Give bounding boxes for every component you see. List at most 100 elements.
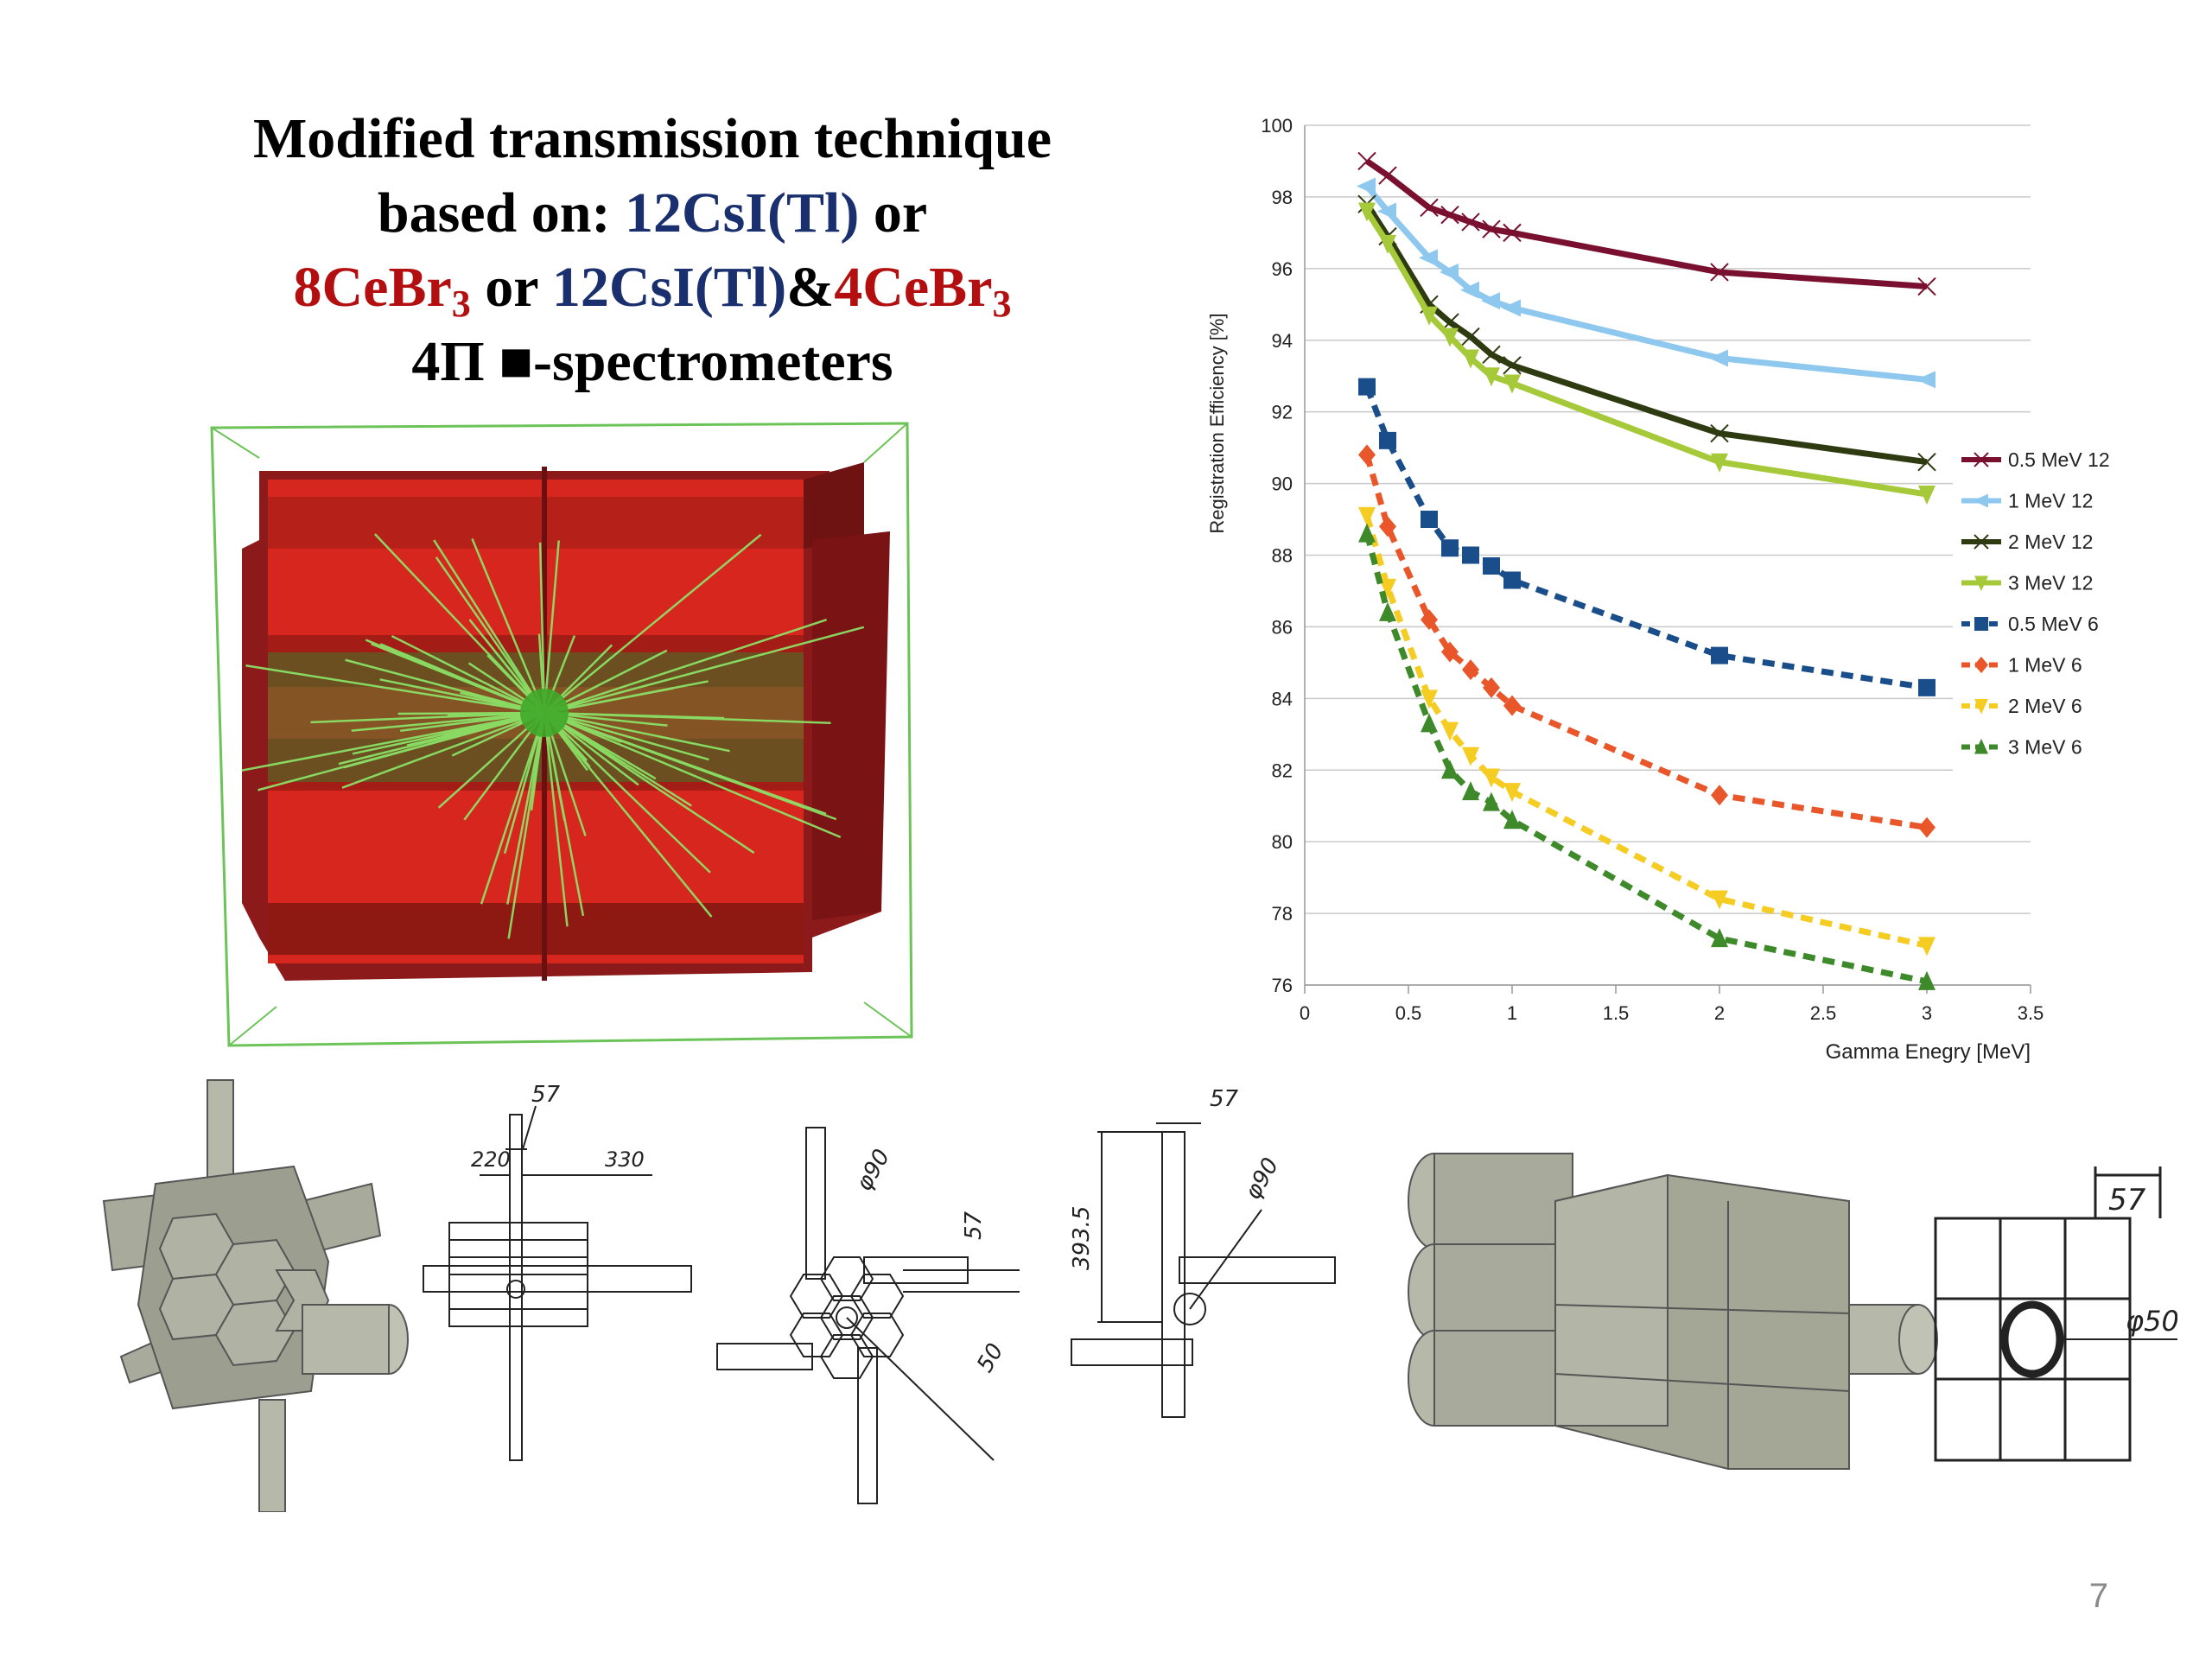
data-point	[1462, 781, 1479, 801]
series-3-mev-12	[1358, 202, 1936, 505]
data-point	[1358, 444, 1376, 466]
data-point	[1358, 523, 1376, 543]
data-point	[1378, 166, 1397, 185]
data-point	[1379, 578, 1396, 598]
legend-label: 2 MeV 6	[2008, 695, 2082, 717]
data-point	[1503, 783, 1521, 803]
y-tick-label: 88	[1272, 545, 1293, 567]
data-point	[1918, 678, 1936, 696]
data-point	[1711, 785, 1728, 806]
y-tick-label: 86	[1272, 616, 1293, 638]
data-point	[1462, 349, 1479, 369]
data-point	[1974, 738, 1988, 754]
data-point	[1461, 213, 1480, 232]
data-point	[1421, 306, 1438, 326]
particle-track	[543, 712, 711, 874]
data-point	[1460, 281, 1479, 299]
particle-track	[543, 619, 828, 715]
data-point	[1441, 641, 1459, 663]
particle-track	[538, 542, 546, 714]
dim-57-c: 57	[1210, 1086, 1239, 1112]
particle-track	[543, 540, 560, 714]
data-point	[1421, 511, 1438, 529]
chart-legend: 0.5 MeV 12 1 MeV 12 2 MeV 12 3 MeV 12 0.5 Me…	[1953, 434, 2126, 779]
x-tick-label: 1	[1507, 1002, 1517, 1024]
particle-track	[257, 711, 545, 791]
series-0-5-mev-6	[1358, 378, 1936, 696]
slide-title: Modified transmission technique based on…	[130, 102, 1175, 399]
data-point	[1461, 327, 1480, 346]
y-tick-label: 80	[1272, 831, 1293, 853]
data-point	[1379, 234, 1396, 254]
legend-label: 3 MeV 6	[2008, 736, 2082, 759]
title-text: 8CeBr	[293, 256, 452, 319]
particle-track	[480, 712, 546, 905]
data-point	[1709, 349, 1728, 367]
series-0-5-mev-12	[1357, 151, 1936, 296]
dim-phi90-b: φ90	[1240, 1154, 1284, 1205]
data-point	[1377, 202, 1396, 220]
data-point	[1421, 609, 1438, 631]
source-point	[520, 689, 569, 737]
x-tick-label: 2.5	[1810, 1002, 1837, 1024]
data-point	[1503, 695, 1521, 716]
subscript: 3	[451, 283, 471, 325]
data-point	[1441, 760, 1459, 779]
particle-track	[433, 539, 546, 714]
data-point	[1483, 677, 1500, 698]
subscript: 3	[992, 283, 1012, 325]
data-point	[1441, 721, 1459, 741]
data-point	[1711, 890, 1728, 910]
data-point	[1974, 656, 1988, 674]
x-tick-label: 1.5	[1603, 1002, 1630, 1024]
data-point	[1421, 713, 1438, 733]
data-point	[1420, 295, 1439, 314]
simulation-image	[210, 422, 913, 1047]
data-point	[1973, 493, 1988, 508]
particle-track	[365, 639, 545, 715]
y-tick-label: 96	[1272, 258, 1293, 280]
particle-track	[543, 711, 842, 839]
particle-track	[341, 711, 545, 789]
title-csi-2: 12CsI(Tl)	[551, 256, 787, 319]
data-point	[1918, 486, 1936, 505]
hex-front-view-drawing	[716, 1127, 1020, 1504]
particle-track	[543, 711, 730, 753]
side-view-drawing	[423, 1105, 692, 1461]
dim-220: 220	[471, 1147, 511, 1172]
data-point	[1441, 539, 1459, 557]
legend-label: 0.5 MeV 12	[2008, 448, 2110, 471]
particle-track	[543, 712, 569, 927]
data-point	[1711, 928, 1728, 948]
data-point	[1503, 223, 1522, 243]
particle-track	[435, 556, 546, 714]
particle-track	[543, 711, 831, 724]
dim-330: 330	[605, 1147, 645, 1172]
data-point	[1502, 299, 1521, 317]
detector-drawings: 57 220 330 φ90 57 50 393.5 57 φ90	[102, 1079, 2177, 1512]
chart-series	[1357, 151, 1936, 990]
title-text: based on:	[377, 181, 625, 245]
series-2-mev-6	[1358, 506, 1936, 957]
data-point	[1358, 378, 1376, 396]
dim-phi90-a: φ90	[851, 1145, 895, 1196]
data-point	[1481, 292, 1500, 310]
data-point	[1711, 453, 1728, 473]
x-tick-label: 0	[1300, 1002, 1310, 1024]
data-point	[1974, 617, 1988, 631]
data-point	[1357, 151, 1376, 171]
dim-57-a: 57	[531, 1082, 561, 1108]
data-point	[1503, 810, 1521, 830]
data-point	[1974, 534, 1989, 550]
data-point	[1710, 423, 1729, 443]
data-point	[1462, 659, 1479, 681]
series-1-mev-6	[1358, 444, 1936, 838]
series-1-mev-12	[1357, 177, 1936, 389]
data-point	[1917, 276, 1936, 296]
data-point	[1483, 367, 1500, 387]
title-line-4: 4Π ■-spectrometers	[411, 330, 893, 393]
legend-label: 1 MeV 12	[2008, 490, 2093, 512]
dim-phi50: φ50	[2126, 1305, 2177, 1338]
legend-background	[1953, 434, 2126, 779]
block-assembly-3d	[1408, 1153, 1938, 1470]
